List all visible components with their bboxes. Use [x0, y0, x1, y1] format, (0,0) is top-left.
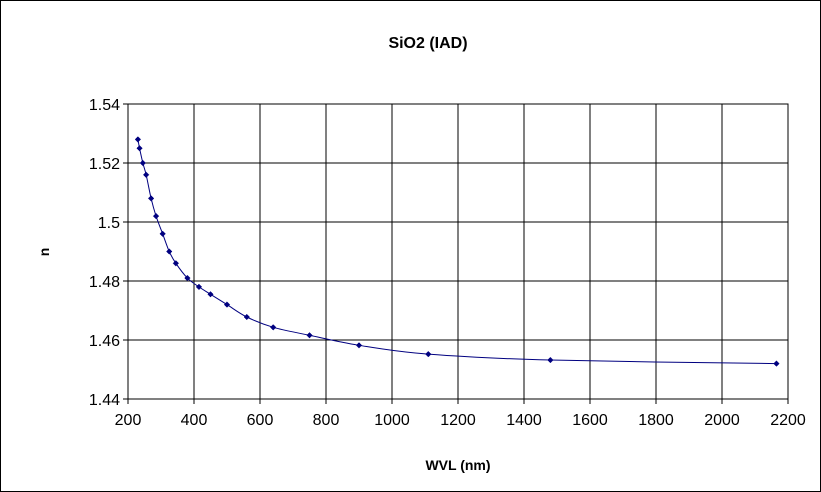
y-tick-label: 1.5: [98, 215, 120, 232]
data-point: [223, 301, 231, 308]
data-point: [166, 248, 173, 255]
y-axis-ticks: 1.44 1.46 1.48 1.5 1.52 1.54: [89, 97, 128, 409]
data-point: [547, 356, 554, 364]
y-axis-label: n: [36, 248, 52, 257]
data-point: [159, 230, 166, 237]
series-line: [137, 139, 777, 365]
x-tick-label: 400: [181, 412, 208, 429]
y-tick-label: 1.46: [89, 333, 120, 350]
data-point: [773, 360, 780, 367]
data-point: [425, 351, 432, 358]
grid: [128, 104, 788, 399]
x-tick-label: 800: [313, 412, 340, 429]
x-tick-label: 1800: [638, 412, 674, 429]
y-tick-label: 1.54: [89, 97, 120, 114]
data-point: [270, 324, 277, 331]
x-axis-label: WVL (nm): [425, 457, 490, 473]
data-point: [306, 332, 313, 339]
y-tick-label: 1.52: [89, 156, 120, 173]
data-point: [243, 313, 250, 321]
x-axis-ticks: 200 400 600 800 1000 1200 1400 1600 1800 2000 2200: [115, 399, 806, 429]
x-tick-label: 2200: [770, 412, 806, 429]
data-point: [195, 283, 203, 291]
data-point: [355, 342, 363, 349]
x-tick-label: 1200: [440, 412, 476, 429]
data-point: [207, 291, 214, 298]
data-point: [172, 260, 180, 267]
y-tick-label: 1.48: [89, 274, 120, 291]
x-tick-label: 1400: [506, 412, 542, 429]
data-point: [139, 159, 147, 167]
data-point: [142, 171, 150, 178]
y-tick-label: 1.44: [89, 392, 120, 409]
data-point: [152, 212, 160, 220]
data-point: [136, 145, 143, 152]
data-point: [184, 274, 191, 282]
x-tick-label: 1000: [374, 412, 410, 429]
x-tick-label: 2000: [704, 412, 740, 429]
chart-title: SiO2 (IAD): [388, 35, 467, 52]
x-tick-label: 200: [115, 412, 142, 429]
series: [134, 136, 780, 367]
data-point: [147, 195, 155, 202]
x-tick-label: 1600: [572, 412, 608, 429]
data-point: [134, 136, 142, 143]
x-tick-label: 600: [247, 412, 274, 429]
